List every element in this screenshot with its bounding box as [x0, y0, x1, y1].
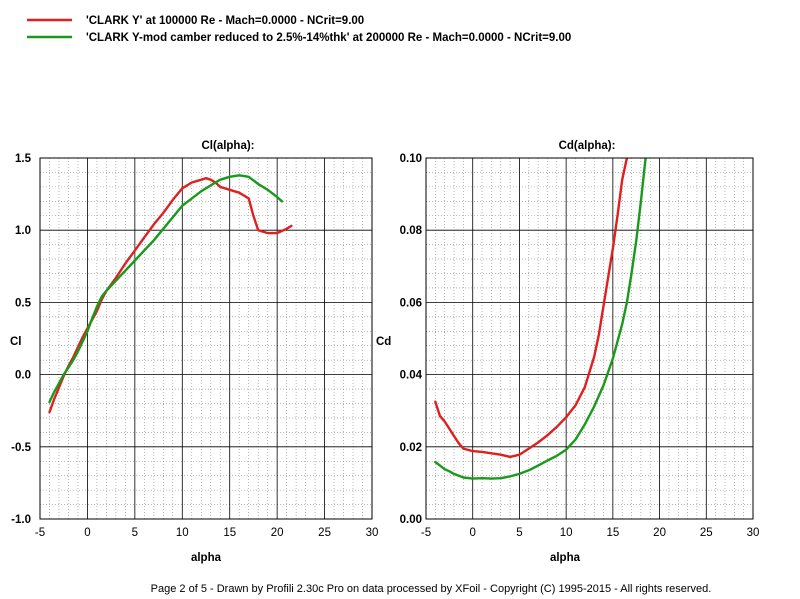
- cd-chart-title: Cd(alpha):: [559, 140, 616, 152]
- cl-x-tick-label: -5: [35, 527, 45, 539]
- cd-series-line-clark-y-mod: [434, 158, 647, 480]
- cd-x-tick-label: 30: [747, 527, 760, 539]
- legend-label-clark-y-mod: 'CLARK Y-mod camber reduced to 2.5%-14%t…: [86, 32, 571, 44]
- cd-series-layer: [434, 158, 647, 480]
- cl-x-tick-label: 0: [84, 527, 90, 539]
- cl-y-tick-label: 0.0: [15, 370, 31, 382]
- legend: 'CLARK Y' at 100000 Re - Mach=0.0000 - N…: [27, 15, 571, 44]
- cl-x-tick-label: 5: [132, 527, 138, 539]
- cl-y-tick-label: 1.0: [15, 225, 31, 237]
- cl-series-layer: [48, 174, 293, 414]
- cl-y-tick-labels: -1.0 -0.5 0.0 0.5 1.0 1.5: [11, 153, 31, 526]
- cd-y-axis-label: Cd: [376, 336, 391, 348]
- cd-x-tick-label: 25: [700, 527, 713, 539]
- cl-x-tick-label: 20: [271, 527, 284, 539]
- cd-y-tick-label: 0.08: [400, 225, 423, 237]
- cd-x-tick-label: -5: [421, 527, 431, 539]
- cl-minor-grid: [40, 158, 372, 519]
- cl-x-tick-label: 30: [366, 527, 379, 539]
- cl-series-line-clark-y: [48, 176, 293, 414]
- cd-y-tick-labels: 0.00 0.02 0.04 0.06 0.08 0.10: [400, 153, 423, 526]
- cd-x-tick-label: 5: [516, 527, 522, 539]
- cl-y-tick-label: -1.0: [11, 514, 31, 526]
- cd-y-tick-label: 0.06: [400, 297, 422, 309]
- legend-label-clark-y: 'CLARK Y' at 100000 Re - Mach=0.0000 - N…: [86, 15, 364, 27]
- cl-y-axis-label: Cl: [10, 336, 22, 348]
- cd-x-axis-label: alpha: [550, 552, 581, 564]
- cl-chart-title: Cl(alpha):: [201, 140, 254, 152]
- cd-alpha-chart: -5 0 5 10 15 20 25 30 0.000.020.040.060.080.10 …: [376, 140, 759, 564]
- cl-x-tick-labels: -5 0 5 10 15 20 25 30: [35, 527, 379, 539]
- cl-x-tick-label: 15: [223, 527, 236, 539]
- cd-x-tick-labels: -5 0 5 10 15 20 25 30: [421, 527, 760, 539]
- footer-credit: Page 2 of 5 - Drawn by Profili 2.30c Pro…: [151, 583, 712, 595]
- cd-y-tick-label: 0.10: [400, 153, 422, 165]
- cl-y-tick-label: 0.5: [15, 297, 32, 309]
- cl-alpha-chart: -5 0 5 10 15 20 25 30 -1.0 -0.5 0.0 0.5 1.0 1.5 Cl(a…: [10, 140, 378, 564]
- cd-plot-frame: [425, 157, 754, 520]
- cl-series-line-clark-y-mod: [48, 174, 284, 404]
- cl-x-axis-label: alpha: [191, 552, 222, 564]
- cl-plot-frame: [39, 157, 373, 520]
- cl-x-tick-label: 25: [318, 527, 331, 539]
- cd-series-line-clark-y: [434, 158, 629, 459]
- cl-x-tick-label: 10: [176, 527, 189, 539]
- cd-y-tick-label: 0.00: [400, 514, 422, 526]
- cd-x-tick-label: 15: [606, 527, 619, 539]
- cd-y-tick-label: 0.02: [400, 442, 422, 454]
- cd-minor-grid: [426, 158, 753, 519]
- cd-x-tick-label: 0: [470, 527, 476, 539]
- cd-x-tick-label: 20: [653, 527, 666, 539]
- cd-y-tick-label: 0.04: [400, 370, 423, 382]
- cl-y-tick-label: 1.5: [15, 153, 32, 165]
- cd-x-tick-label: 10: [560, 527, 573, 539]
- cl-y-tick-label: -0.5: [11, 442, 31, 454]
